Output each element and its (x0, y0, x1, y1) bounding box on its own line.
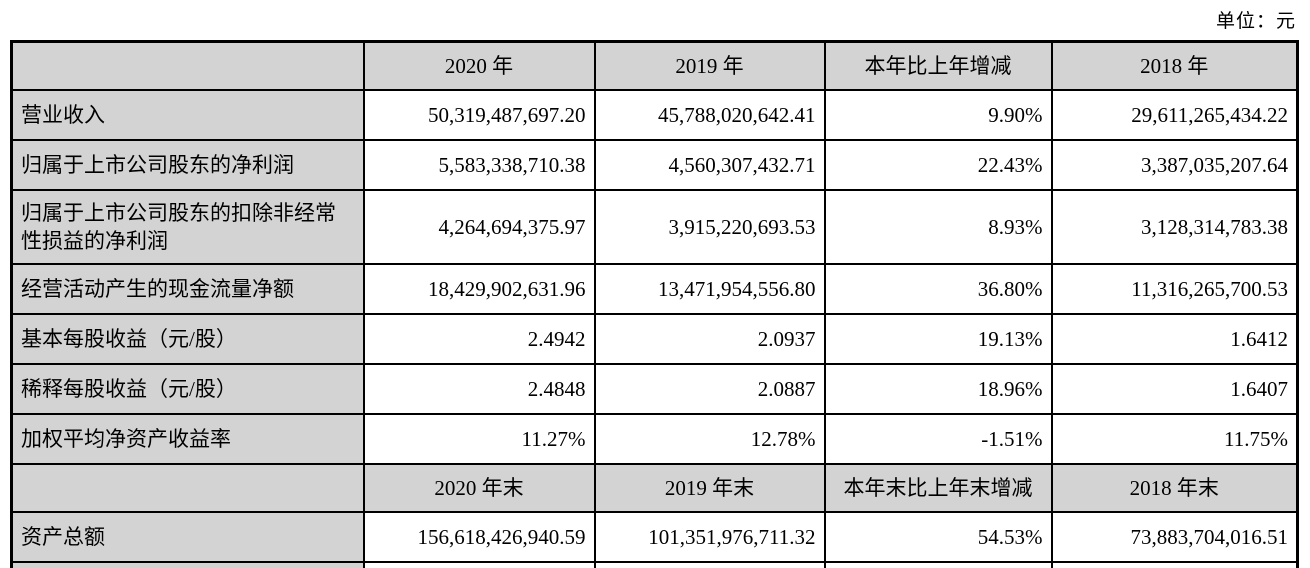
row-label: 资产总额 (10, 511, 365, 563)
row-label: 归属于上市公司股东的扣除非经常性损益的净利润 (10, 189, 365, 265)
cell-change: 8.93% (823, 189, 1053, 265)
cell-change: 36.80% (823, 263, 1053, 315)
cell-change: 22.43% (823, 139, 1053, 191)
col-header-2019: 2019 年 (593, 40, 826, 91)
cell-2019: 3,915,220,693.53 (593, 189, 826, 265)
cell-2020: 50,319,487,697.20 (362, 89, 596, 141)
cell-2019: 38,134,983,894.48 (593, 561, 826, 568)
cell-2018: 3,128,314,783.38 (1050, 189, 1299, 265)
table-row-total-assets: 资产总额 156,618,426,940.59 101,351,976,711.… (10, 511, 1299, 563)
table-row-weighted-avg-roe: 加权平均净资产收益率 11.27% 12.78% -1.51% 11.75% (10, 413, 1299, 465)
cell-2019: 45,788,020,642.41 (593, 89, 826, 141)
cell-change: -1.51% (823, 413, 1053, 465)
row-label: 归属于上市公司股东的净资产 (10, 561, 365, 568)
cell-2018: 73,883,704,016.51 (1050, 511, 1299, 563)
cell-2020: 2.4942 (362, 313, 596, 365)
col-header-2020: 2020 年 (362, 40, 596, 91)
cell-2019: 13,471,954,556.80 (593, 263, 826, 315)
col-header-2019-end: 2019 年末 (593, 463, 826, 513)
col-header-2018: 2018 年 (1050, 40, 1299, 91)
row-label: 稀释每股收益（元/股） (10, 363, 365, 415)
col-header-2018-end: 2018 年末 (1050, 463, 1299, 513)
cell-2019: 2.0887 (593, 363, 826, 415)
cell-2018: 29,611,265,434.22 (1050, 89, 1299, 141)
table-row-net-profit-excl-nonrecurring: 归属于上市公司股东的扣除非经常性损益的净利润 4,264,694,375.97 … (10, 189, 1299, 265)
unit-label: 单位：元 (1215, 11, 1296, 32)
row-label: 加权平均净资产收益率 (10, 413, 365, 465)
cell-change: 9.90% (823, 89, 1053, 141)
cell-change: 18.96% (823, 363, 1053, 415)
cell-2018: 11,316,265,700.53 (1050, 263, 1299, 315)
col-header-change: 本年比上年增减 (823, 40, 1053, 91)
cell-2018: 3,387,035,207.64 (1050, 139, 1299, 191)
corner-cell (10, 463, 365, 513)
cell-2018: 11.75% (1050, 413, 1299, 465)
cell-2020: 156,618,426,940.59 (362, 511, 596, 563)
row-label: 经营活动产生的现金流量净额 (10, 263, 365, 315)
cell-2018: 1.6407 (1050, 363, 1299, 415)
table-row-basic-eps: 基本每股收益（元/股） 2.4942 2.0937 19.13% 1.6412 (10, 313, 1299, 365)
header-row-annual: 2020 年 2019 年 本年比上年增减 2018 年 (10, 40, 1299, 91)
cell-change: 68.37% (823, 561, 1053, 568)
header-row-yearend: 2020 年末 2019 年末 本年末比上年末增减 2018 年末 (10, 463, 1299, 513)
cell-change: 54.53% (823, 511, 1053, 563)
cell-2020: 4,264,694,375.97 (362, 189, 596, 265)
col-header-2020-end: 2020 年末 (362, 463, 596, 513)
corner-cell (10, 40, 365, 91)
row-label: 基本每股收益（元/股） (10, 313, 365, 365)
table-row-net-profit: 归属于上市公司股东的净利润 5,583,338,710.38 4,560,307… (10, 139, 1299, 191)
table-row-diluted-eps: 稀释每股收益（元/股） 2.4848 2.0887 18.96% 1.6407 (10, 363, 1299, 415)
cell-2019: 12.78% (593, 413, 826, 465)
cell-2019: 4,560,307,432.71 (593, 139, 826, 191)
cell-2020: 64,207,299,366.58 (362, 561, 596, 568)
cell-2020: 5,583,338,710.38 (362, 139, 596, 191)
row-label: 归属于上市公司股东的净利润 (10, 139, 365, 191)
table-row-revenue: 营业收入 50,319,487,697.20 45,788,020,642.41… (10, 89, 1299, 141)
cell-2020: 11.27% (362, 413, 596, 465)
cell-2020: 18,429,902,631.96 (362, 263, 596, 315)
cell-2019: 101,351,976,711.32 (593, 511, 826, 563)
cell-2020: 2.4848 (362, 363, 596, 415)
table-row-net-assets: 归属于上市公司股东的净资产 64,207,299,366.58 38,134,9… (10, 561, 1299, 568)
cell-2019: 2.0937 (593, 313, 826, 365)
table-row-operating-cash-flow: 经营活动产生的现金流量净额 18,429,902,631.96 13,471,9… (10, 263, 1299, 315)
cell-2018: 1.6412 (1050, 313, 1299, 365)
cell-2018: 32,938,280,895.31 (1050, 561, 1299, 568)
cell-change: 19.13% (823, 313, 1053, 365)
col-header-change-end: 本年末比上年末增减 (823, 463, 1053, 513)
row-label: 营业收入 (10, 89, 365, 141)
key-financials-table: 2020 年 2019 年 本年比上年增减 2018 年 营业收入 50,319… (10, 40, 1299, 568)
